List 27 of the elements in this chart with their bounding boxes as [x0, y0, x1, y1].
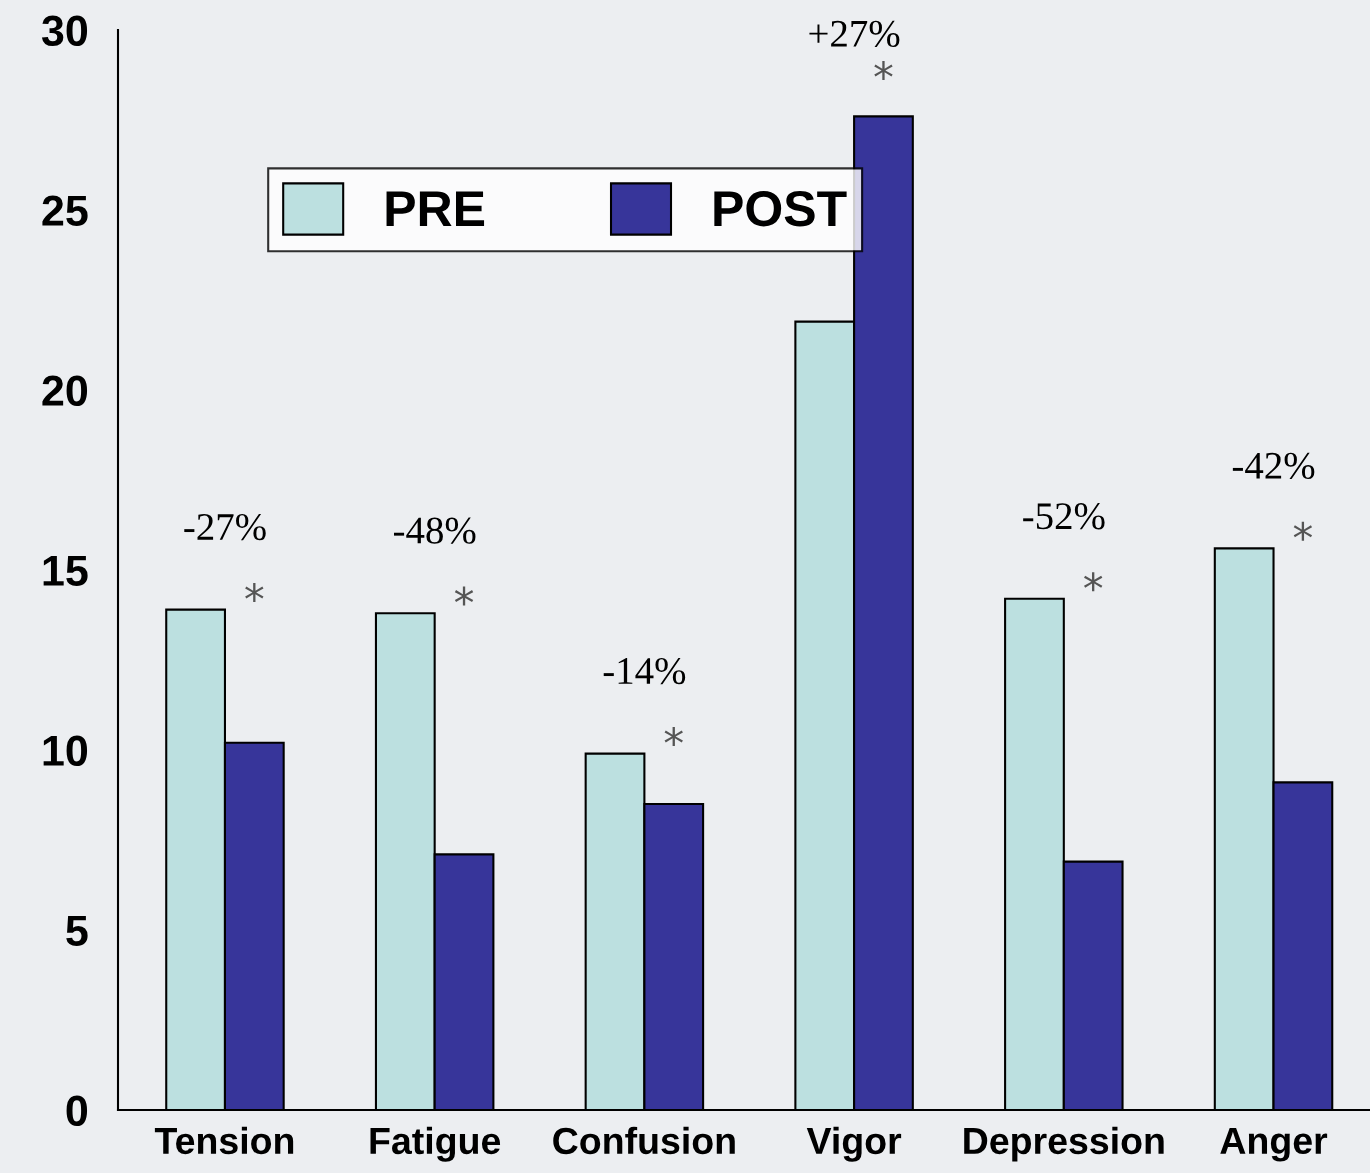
y-tick-label: 25: [42, 195, 88, 227]
x-tick-label: Confusion: [553, 1126, 735, 1155]
annotation: *: [1084, 572, 1103, 592]
y-tick-label: 20: [42, 375, 88, 407]
y-tick-label: 30: [41, 15, 88, 47]
legend-label: PRE: [386, 191, 485, 226]
y-tick-label: 5: [66, 915, 88, 947]
annotation: -42%: [1232, 452, 1315, 480]
x-tick-label: Tension: [154, 1126, 294, 1155]
annotation: -27%: [184, 513, 266, 541]
annotation: *: [664, 726, 683, 746]
x-tick-label: Vigor: [806, 1126, 902, 1162]
annotation: -52%: [1023, 503, 1105, 530]
annotation: -14%: [603, 657, 686, 685]
annotation: *: [245, 582, 264, 602]
y-tick-label: 10: [43, 735, 88, 767]
y-tick-label: 0: [66, 1095, 88, 1127]
x-tick-label: Fatigue: [370, 1126, 501, 1162]
legend-label: POST: [714, 190, 847, 227]
y-tick-label: 15: [43, 555, 88, 587]
annotation: *: [874, 60, 893, 80]
annotation: -48%: [394, 517, 476, 544]
annotation: +27%: [809, 20, 900, 48]
annotation: *: [454, 586, 474, 606]
x-tick-label: Anger: [1220, 1127, 1328, 1162]
x-tick-label: Depression: [964, 1126, 1164, 1162]
annotation: *: [1293, 521, 1313, 541]
